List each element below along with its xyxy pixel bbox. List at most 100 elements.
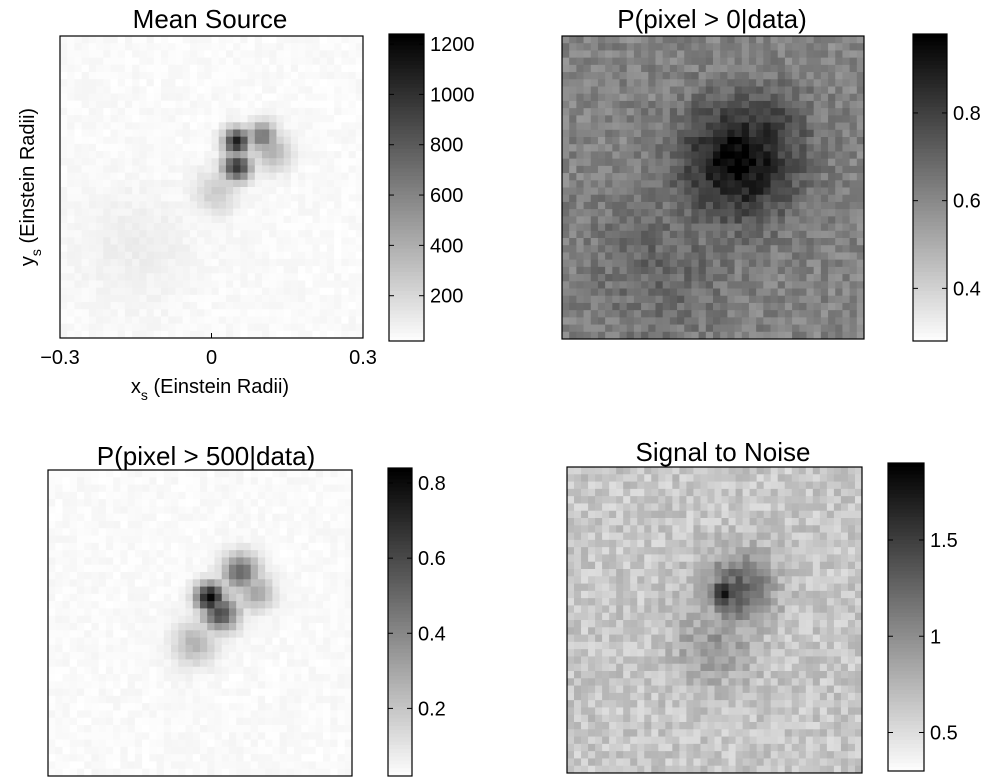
heatmap-cell — [120, 513, 129, 522]
heatmap-cell — [204, 222, 212, 231]
heatmap-cell — [344, 550, 353, 558]
heatmap-cell — [156, 513, 165, 522]
heatmap-cell — [105, 535, 114, 544]
heatmap-cell — [633, 129, 642, 138]
heatmap-cell — [748, 158, 757, 167]
heatmap-cell — [770, 223, 779, 232]
heatmap-cell — [727, 230, 735, 239]
heatmap-cell — [161, 266, 169, 274]
heatmap-cell — [197, 79, 205, 87]
heatmap-cell — [856, 165, 865, 174]
heatmap-cell — [69, 491, 78, 500]
heatmap-cell — [225, 172, 234, 181]
heatmap-cell — [74, 64, 83, 73]
heatmap-cell — [96, 222, 104, 231]
heatmap-cell — [96, 179, 104, 188]
heatmap-cell — [842, 274, 851, 282]
heatmap-cell — [185, 681, 194, 689]
heatmap-cell — [142, 564, 150, 573]
heatmap-cell — [806, 137, 815, 145]
heatmap-cell — [777, 324, 786, 333]
heatmap-cell — [218, 107, 227, 116]
heatmap-cell — [149, 521, 157, 529]
heatmap-cell — [698, 317, 707, 325]
heatmap-cell — [334, 237, 342, 245]
heatmap-cell — [225, 201, 234, 209]
heatmap-cell — [283, 309, 292, 317]
heatmap-cell — [684, 317, 692, 325]
heatmap-cell — [207, 477, 215, 485]
heatmap-cell — [842, 43, 851, 51]
heatmap-cell — [597, 230, 606, 239]
heatmap-cell — [204, 179, 212, 188]
heatmap-cell — [626, 331, 635, 340]
heatmap-cell — [60, 107, 68, 116]
heatmap-cell — [81, 266, 90, 274]
heatmap-cell — [149, 630, 157, 638]
heatmap-cell — [323, 484, 331, 493]
heatmap-cell — [139, 107, 147, 116]
heatmap-cell — [341, 143, 349, 152]
heatmap-cell — [207, 491, 215, 500]
heatmap-cell — [146, 122, 155, 130]
heatmap-cell — [626, 93, 635, 102]
heatmap-cell — [792, 324, 800, 333]
heatmap-cell — [856, 151, 865, 160]
heatmap-cell — [132, 215, 140, 224]
heatmap-cell — [74, 93, 83, 102]
heatmap-cell — [225, 187, 234, 195]
heatmap-cell — [228, 674, 237, 682]
heatmap-cell — [76, 557, 85, 566]
heatmap-cell — [605, 93, 613, 102]
heatmap-cell — [319, 294, 328, 303]
heatmap-cell — [576, 324, 584, 333]
heatmap-cell — [262, 64, 270, 73]
heatmap-cell — [820, 36, 829, 44]
heatmap-cell — [727, 266, 735, 275]
heatmap-cell — [69, 674, 78, 682]
heatmap-cell — [792, 158, 800, 167]
heatmap-cell — [88, 287, 97, 296]
heatmap-cell — [569, 310, 577, 318]
heatmap-cell — [619, 245, 628, 253]
heatmap-cell — [204, 79, 212, 87]
heatmap-cell — [334, 287, 342, 296]
heatmap-cell — [168, 115, 176, 123]
heatmap-cell — [806, 180, 815, 188]
heatmap-cell — [182, 244, 191, 253]
heatmap-cell — [792, 194, 800, 203]
heatmap-cell — [103, 266, 111, 274]
heatmap-cell — [175, 258, 184, 267]
heatmap-cell — [276, 287, 285, 296]
heatmap-cell — [298, 309, 306, 317]
heatmap-cell — [182, 86, 191, 94]
heatmap-cell — [799, 274, 807, 282]
heatmap-cell — [269, 208, 277, 217]
heatmap-cell — [96, 122, 104, 130]
heatmap-cell — [228, 506, 237, 515]
heatmap-cell — [323, 623, 331, 631]
heatmap-cell — [67, 187, 75, 195]
heatmap-cell — [67, 323, 75, 332]
heatmap-cell — [272, 528, 281, 536]
heatmap-cell — [153, 237, 162, 245]
heatmap-cell — [763, 324, 771, 333]
heatmap-cell — [655, 93, 664, 102]
heatmap-cell — [569, 295, 577, 304]
heatmap-cell — [175, 179, 184, 188]
heatmap-cell — [294, 528, 302, 536]
heatmap-cell — [279, 470, 288, 478]
heatmap-cell — [763, 144, 771, 152]
heatmap-cell — [777, 281, 786, 289]
heatmap-cell — [770, 317, 779, 325]
heatmap-cell — [813, 302, 822, 311]
heatmap-cell — [763, 331, 771, 340]
heatmap-cell — [105, 608, 114, 617]
heatmap-cell — [178, 484, 186, 493]
heatmap-cell — [734, 129, 743, 138]
heatmap-cell — [55, 674, 63, 682]
heatmap-cell — [669, 173, 678, 181]
heatmap-cell — [319, 208, 328, 217]
heatmap-cell — [684, 266, 692, 275]
heatmap-cell — [294, 601, 302, 609]
